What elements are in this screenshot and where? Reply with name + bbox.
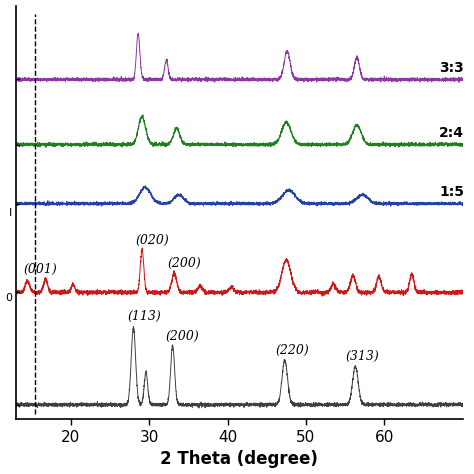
Text: I: I xyxy=(9,208,12,218)
Text: (220): (220) xyxy=(275,345,309,357)
Text: 2:4: 2:4 xyxy=(439,126,464,140)
Text: (313): (313) xyxy=(346,350,380,363)
X-axis label: 2 Theta (degree): 2 Theta (degree) xyxy=(160,450,318,468)
Text: 1:5: 1:5 xyxy=(439,185,464,199)
Text: 3:3: 3:3 xyxy=(439,61,464,75)
Text: (200): (200) xyxy=(165,329,199,343)
Text: (001): (001) xyxy=(24,263,57,276)
Text: (113): (113) xyxy=(127,310,161,323)
Text: 0: 0 xyxy=(5,293,12,303)
Text: (020): (020) xyxy=(136,234,170,246)
Text: (200): (200) xyxy=(167,257,201,270)
